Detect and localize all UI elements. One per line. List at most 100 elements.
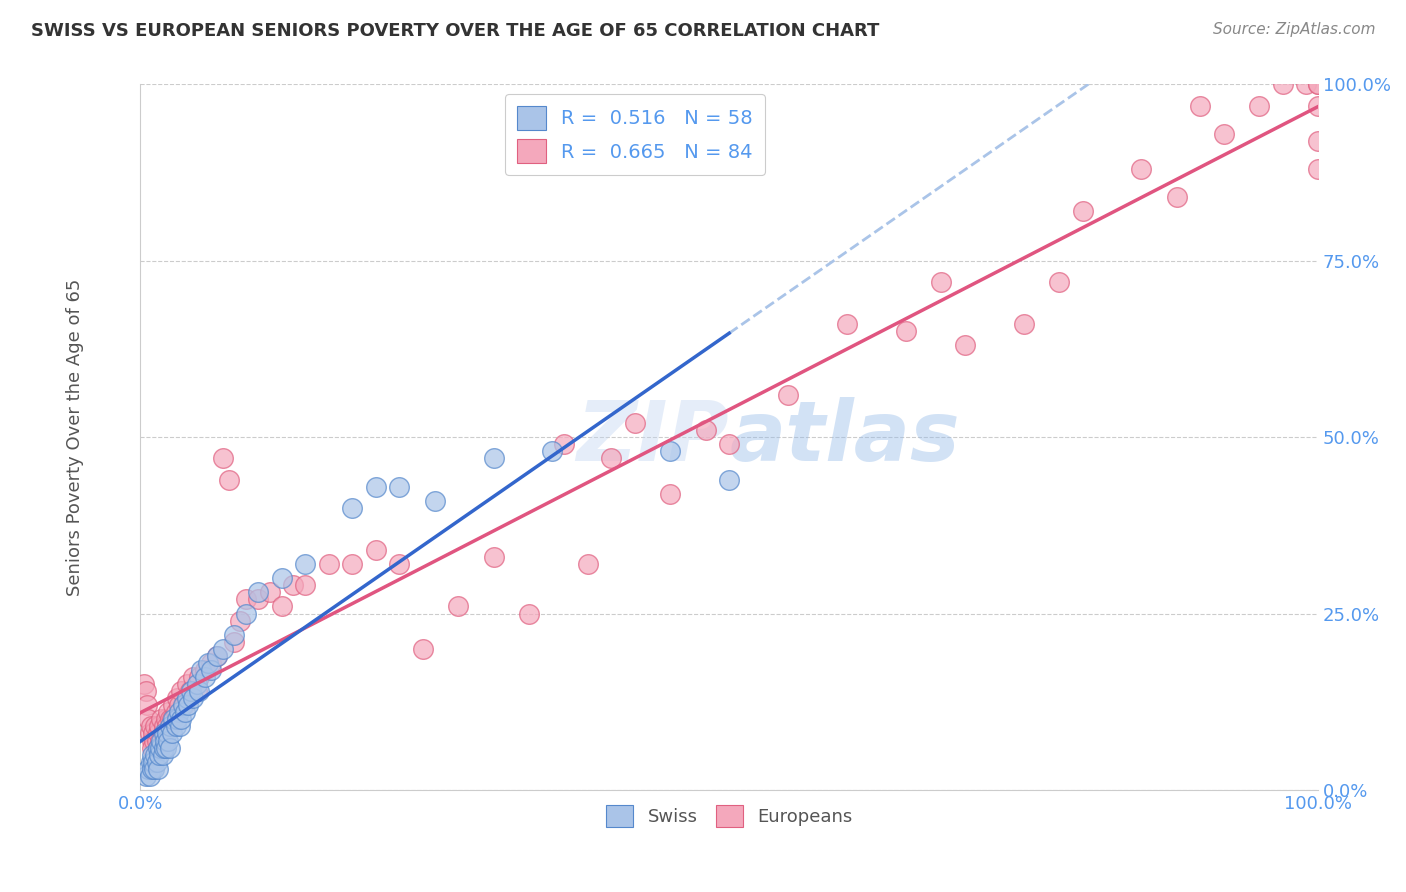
- Point: [270, 599, 292, 614]
- Point: [197, 656, 219, 670]
- Point: [145, 755, 167, 769]
- Point: [176, 677, 198, 691]
- Point: [141, 733, 163, 747]
- Point: [200, 656, 222, 670]
- Point: [482, 550, 505, 565]
- Point: [146, 740, 169, 755]
- Text: ZIP: ZIP: [576, 397, 730, 478]
- Point: [342, 557, 364, 571]
- Point: [155, 740, 177, 755]
- Point: [482, 451, 505, 466]
- Point: [145, 747, 167, 762]
- Point: [318, 557, 340, 571]
- Point: [170, 712, 193, 726]
- Point: [205, 648, 228, 663]
- Point: [149, 740, 172, 755]
- Point: [156, 719, 179, 733]
- Point: [145, 719, 167, 733]
- Point: [162, 698, 184, 713]
- Point: [180, 684, 202, 698]
- Point: [186, 677, 208, 691]
- Point: [186, 684, 208, 698]
- Text: SWISS VS EUROPEAN SENIORS POVERTY OVER THE AGE OF 65 CORRELATION CHART: SWISS VS EUROPEAN SENIORS POVERTY OVER T…: [31, 22, 879, 40]
- Point: [132, 677, 155, 691]
- Point: [294, 557, 316, 571]
- Point: [177, 698, 200, 713]
- Point: [174, 706, 197, 720]
- Point: [169, 719, 191, 733]
- Point: [152, 719, 174, 733]
- Point: [135, 769, 157, 783]
- Point: [138, 769, 160, 783]
- Point: [624, 416, 647, 430]
- Point: [139, 719, 162, 733]
- Point: [150, 733, 173, 747]
- Point: [159, 712, 181, 726]
- Point: [1047, 275, 1070, 289]
- Point: [1212, 127, 1234, 141]
- Point: [388, 479, 411, 493]
- Point: [145, 733, 167, 747]
- Point: [894, 324, 917, 338]
- Point: [157, 733, 180, 747]
- Point: [138, 712, 160, 726]
- Point: [205, 648, 228, 663]
- Point: [167, 698, 190, 713]
- Point: [166, 712, 188, 726]
- Point: [165, 706, 187, 720]
- Point: [1271, 78, 1294, 92]
- Point: [695, 423, 717, 437]
- Point: [929, 275, 952, 289]
- Point: [200, 663, 222, 677]
- Point: [229, 614, 252, 628]
- Point: [294, 578, 316, 592]
- Point: [194, 663, 217, 677]
- Point: [181, 691, 204, 706]
- Point: [146, 762, 169, 776]
- Point: [143, 733, 166, 747]
- Point: [1308, 78, 1330, 92]
- Point: [157, 706, 180, 720]
- Point: [1166, 190, 1188, 204]
- Point: [224, 628, 246, 642]
- Point: [148, 719, 170, 733]
- Point: [718, 473, 741, 487]
- Point: [173, 698, 195, 713]
- Point: [181, 670, 204, 684]
- Point: [835, 318, 858, 332]
- Point: [246, 592, 269, 607]
- Point: [170, 684, 193, 698]
- Point: [270, 571, 292, 585]
- Point: [167, 706, 190, 720]
- Point: [159, 719, 181, 733]
- Point: [135, 684, 157, 698]
- Point: [259, 585, 281, 599]
- Point: [152, 726, 174, 740]
- Point: [156, 726, 179, 740]
- Point: [146, 726, 169, 740]
- Point: [1308, 78, 1330, 92]
- Text: Source: ZipAtlas.com: Source: ZipAtlas.com: [1212, 22, 1375, 37]
- Point: [194, 670, 217, 684]
- Point: [190, 663, 212, 677]
- Point: [776, 388, 799, 402]
- Point: [1295, 78, 1317, 92]
- Point: [1012, 318, 1035, 332]
- Point: [576, 557, 599, 571]
- Point: [553, 437, 575, 451]
- Point: [600, 451, 623, 466]
- Point: [517, 607, 540, 621]
- Point: [1189, 98, 1212, 112]
- Point: [162, 712, 184, 726]
- Point: [139, 755, 162, 769]
- Point: [138, 762, 160, 776]
- Point: [246, 585, 269, 599]
- Point: [159, 740, 181, 755]
- Point: [160, 712, 183, 726]
- Point: [152, 747, 174, 762]
- Point: [142, 755, 165, 769]
- Point: [150, 712, 173, 726]
- Point: [211, 641, 233, 656]
- Point: [1071, 204, 1094, 219]
- Point: [718, 437, 741, 451]
